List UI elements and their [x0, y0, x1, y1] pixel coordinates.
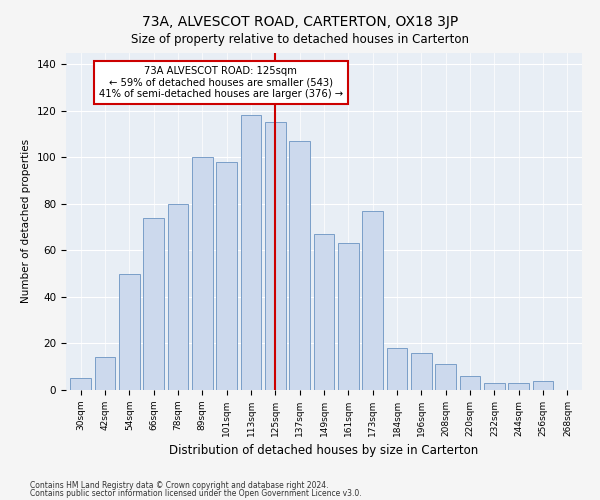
- Bar: [508, 383, 529, 390]
- Bar: [386, 348, 407, 390]
- Text: Contains HM Land Registry data © Crown copyright and database right 2024.: Contains HM Land Registry data © Crown c…: [30, 480, 329, 490]
- Bar: [167, 204, 188, 390]
- Text: Size of property relative to detached houses in Carterton: Size of property relative to detached ho…: [131, 32, 469, 46]
- Bar: [436, 364, 456, 390]
- Bar: [362, 211, 383, 390]
- Bar: [70, 378, 91, 390]
- Bar: [411, 353, 432, 390]
- Bar: [289, 141, 310, 390]
- Bar: [460, 376, 481, 390]
- Bar: [192, 157, 212, 390]
- Bar: [338, 244, 359, 390]
- Text: 73A, ALVESCOT ROAD, CARTERTON, OX18 3JP: 73A, ALVESCOT ROAD, CARTERTON, OX18 3JP: [142, 15, 458, 29]
- Bar: [533, 380, 553, 390]
- Text: 73A ALVESCOT ROAD: 125sqm
← 59% of detached houses are smaller (543)
41% of semi: 73A ALVESCOT ROAD: 125sqm ← 59% of detac…: [99, 66, 343, 99]
- Text: Contains public sector information licensed under the Open Government Licence v3: Contains public sector information licen…: [30, 489, 362, 498]
- Bar: [216, 162, 237, 390]
- Bar: [484, 383, 505, 390]
- Bar: [314, 234, 334, 390]
- Y-axis label: Number of detached properties: Number of detached properties: [21, 139, 31, 304]
- Bar: [265, 122, 286, 390]
- Bar: [241, 116, 262, 390]
- Bar: [119, 274, 140, 390]
- Bar: [95, 358, 115, 390]
- X-axis label: Distribution of detached houses by size in Carterton: Distribution of detached houses by size …: [169, 444, 479, 458]
- Bar: [143, 218, 164, 390]
